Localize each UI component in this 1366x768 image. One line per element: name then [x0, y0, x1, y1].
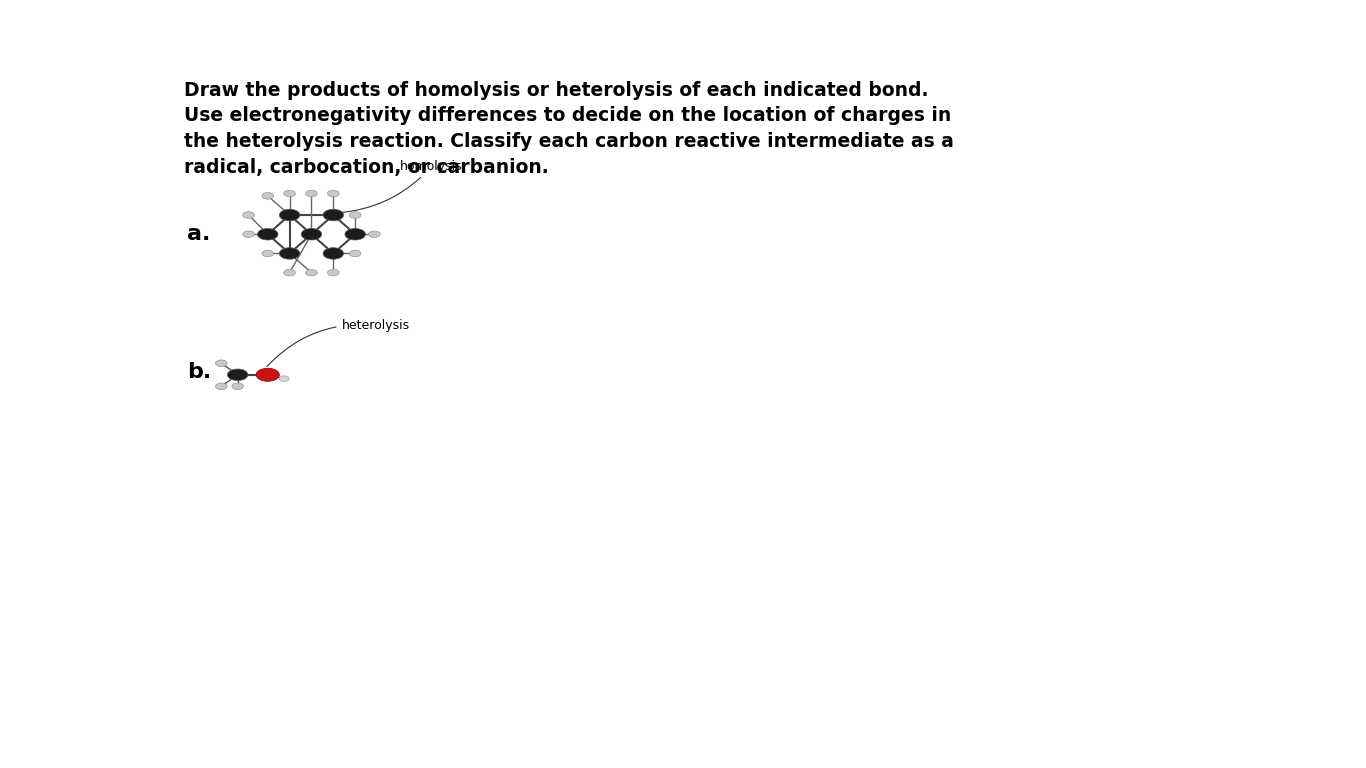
Circle shape: [350, 250, 361, 257]
Circle shape: [262, 250, 273, 257]
Circle shape: [344, 229, 365, 240]
Text: Draw the products of homolysis or heterolysis of each indicated bond.
Use electr: Draw the products of homolysis or hetero…: [184, 81, 955, 177]
Circle shape: [322, 247, 343, 259]
Circle shape: [369, 231, 380, 237]
Circle shape: [243, 212, 254, 218]
Circle shape: [284, 270, 295, 276]
Text: b.: b.: [187, 362, 212, 382]
Circle shape: [322, 209, 343, 221]
Circle shape: [306, 270, 317, 276]
Text: a.: a.: [187, 224, 210, 244]
Circle shape: [279, 376, 290, 382]
Circle shape: [232, 383, 243, 389]
Circle shape: [328, 270, 339, 276]
Circle shape: [262, 193, 273, 199]
Circle shape: [284, 190, 295, 197]
Circle shape: [216, 360, 227, 366]
Circle shape: [328, 190, 339, 197]
Circle shape: [257, 369, 279, 382]
Circle shape: [279, 209, 299, 221]
Text: homolysis: homolysis: [342, 160, 463, 213]
Text: heterolysis: heterolysis: [266, 319, 410, 366]
Circle shape: [216, 383, 227, 389]
Circle shape: [227, 369, 247, 381]
Circle shape: [257, 229, 279, 240]
Circle shape: [279, 247, 299, 259]
Circle shape: [350, 212, 361, 218]
Circle shape: [243, 231, 254, 237]
Circle shape: [306, 190, 317, 197]
Circle shape: [301, 229, 322, 240]
